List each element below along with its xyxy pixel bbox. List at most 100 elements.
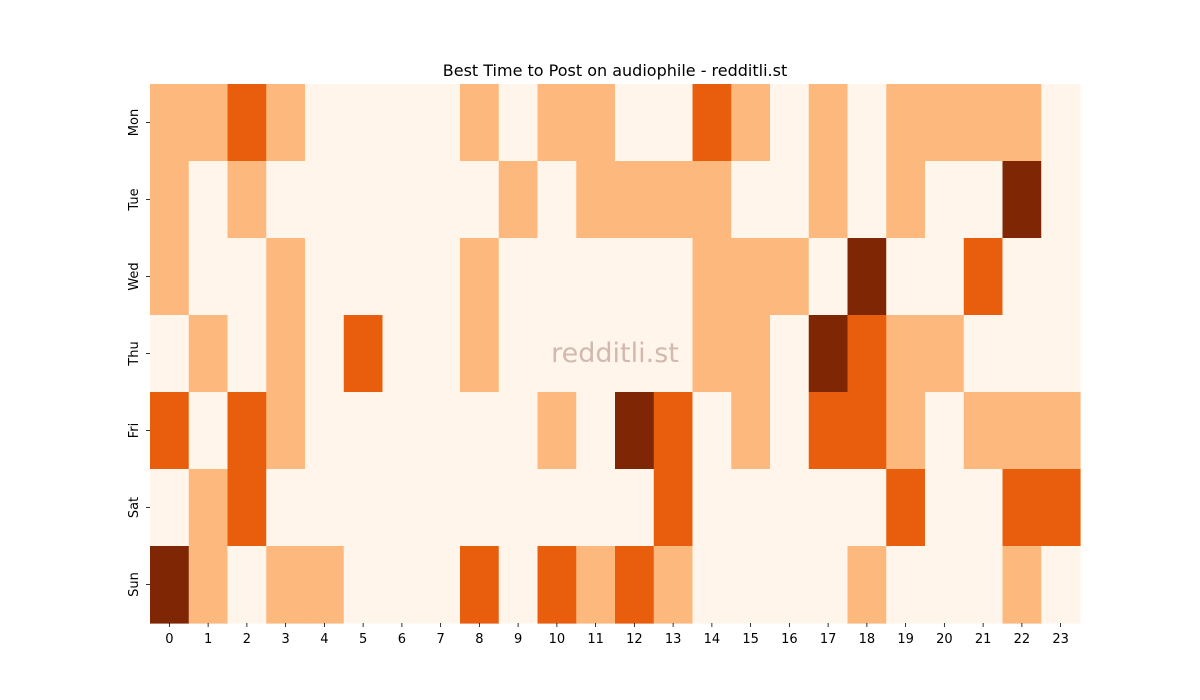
heatmap-cell [188, 161, 229, 239]
heatmap-cell [1041, 469, 1081, 547]
heatmap-cell [188, 546, 229, 624]
heatmap-cell [227, 469, 267, 547]
heatmap-cells [150, 84, 1081, 624]
x-tick-label: 22 [1014, 632, 1031, 647]
heatmap-cell [731, 469, 771, 547]
heatmap-cell [150, 315, 190, 393]
chart-title: Best Time to Post on audiophile - reddit… [443, 61, 787, 80]
x-tick-label: 3 [281, 632, 289, 647]
heatmap-cell [305, 392, 345, 470]
heatmap-cell [615, 315, 655, 393]
heatmap-cell [653, 469, 694, 547]
heatmap-cell [382, 315, 422, 393]
heatmap-cell [188, 238, 229, 316]
heatmap-cell [692, 315, 732, 393]
heatmap-cell [576, 84, 616, 162]
heatmap-cell [692, 84, 732, 162]
heatmap-cell [498, 315, 539, 393]
heatmap-cell [150, 546, 190, 624]
heatmap-cell [847, 546, 887, 624]
heatmap-cell [576, 546, 616, 624]
heatmap-cell [382, 161, 422, 239]
heatmap-cell [343, 161, 384, 239]
heatmap-cell [382, 392, 422, 470]
heatmap-cell [150, 238, 190, 316]
heatmap-cell [653, 315, 694, 393]
x-axis: 0 1 2 3 4 5 6 7 8 9 10 11 12 13 14 15 16 17 18 19 20 21 22 23 [165, 623, 1069, 647]
heatmap-cell [382, 546, 422, 624]
heatmap-cell [150, 392, 190, 470]
heatmap-cell [1002, 315, 1042, 393]
heatmap-cell [305, 161, 345, 239]
heatmap-cell [188, 315, 229, 393]
heatmap-cell [925, 238, 965, 316]
heatmap-cell [770, 546, 810, 624]
heatmap-cell [963, 84, 1004, 162]
heatmap-cell [227, 84, 267, 162]
heatmap-cell [731, 392, 771, 470]
heatmap-cell [692, 469, 732, 547]
heatmap-cell [925, 84, 965, 162]
heatmap-cell [886, 469, 926, 547]
heatmap-cell [963, 315, 1004, 393]
heatmap-cell [382, 238, 422, 316]
watermark-text: redditli.st [551, 338, 679, 369]
heatmap-cell [770, 315, 810, 393]
heatmap-cell [886, 392, 926, 470]
x-tick-label: 10 [549, 632, 566, 647]
x-tick-label: 17 [820, 632, 837, 647]
heatmap-cell [537, 392, 577, 470]
heatmap-cell [653, 546, 694, 624]
y-tick-label: Mon [127, 109, 142, 136]
heatmap-cell [421, 392, 461, 470]
heatmap-cell [847, 84, 887, 162]
heatmap-cell [1041, 84, 1081, 162]
heatmap-cell [150, 84, 190, 162]
heatmap-cell [1041, 161, 1081, 239]
heatmap-cell [305, 315, 345, 393]
heatmap-cell [421, 546, 461, 624]
heatmap-cell [653, 238, 694, 316]
heatmap-cell [576, 469, 616, 547]
x-tick-label: 11 [587, 632, 604, 647]
heatmap-cell [731, 546, 771, 624]
heatmap-cell [266, 469, 306, 547]
heatmap-cell [1002, 84, 1042, 162]
heatmap-cell [886, 315, 926, 393]
heatmap-cell [1002, 238, 1042, 316]
heatmap-cell [537, 546, 577, 624]
heatmap-cell [266, 315, 306, 393]
heatmap-cell [576, 315, 616, 393]
heatmap-cell [498, 546, 539, 624]
heatmap-cell [498, 392, 539, 470]
heatmap-cell [615, 392, 655, 470]
heatmap-cell [150, 161, 190, 239]
heatmap-cell [925, 546, 965, 624]
heatmap-cell [886, 161, 926, 239]
heatmap-cell [770, 161, 810, 239]
heatmap-cell [653, 392, 694, 470]
heatmap-cell [1041, 238, 1081, 316]
heatmap-cell [886, 546, 926, 624]
heatmap-cell [305, 84, 345, 162]
heatmap-cell [421, 315, 461, 393]
heatmap-cell [343, 238, 384, 316]
heatmap-cell [1002, 392, 1042, 470]
heatmap-cell [692, 161, 732, 239]
y-tick-label: Sat [127, 497, 142, 518]
heatmap-cell [963, 238, 1004, 316]
heatmap-cell [266, 392, 306, 470]
x-tick-label: 6 [398, 632, 406, 647]
x-tick-label: 23 [1052, 632, 1069, 647]
x-tick-label: 5 [359, 632, 367, 647]
x-tick-label: 2 [243, 632, 251, 647]
heatmap-cell [925, 392, 965, 470]
heatmap-cell [421, 161, 461, 239]
heatmap-cell [1002, 161, 1042, 239]
heatmap-cell [576, 161, 616, 239]
heatmap-cell [305, 469, 345, 547]
heatmap-cell [460, 469, 500, 547]
heatmap-cell [188, 392, 229, 470]
heatmap-cell [305, 546, 345, 624]
